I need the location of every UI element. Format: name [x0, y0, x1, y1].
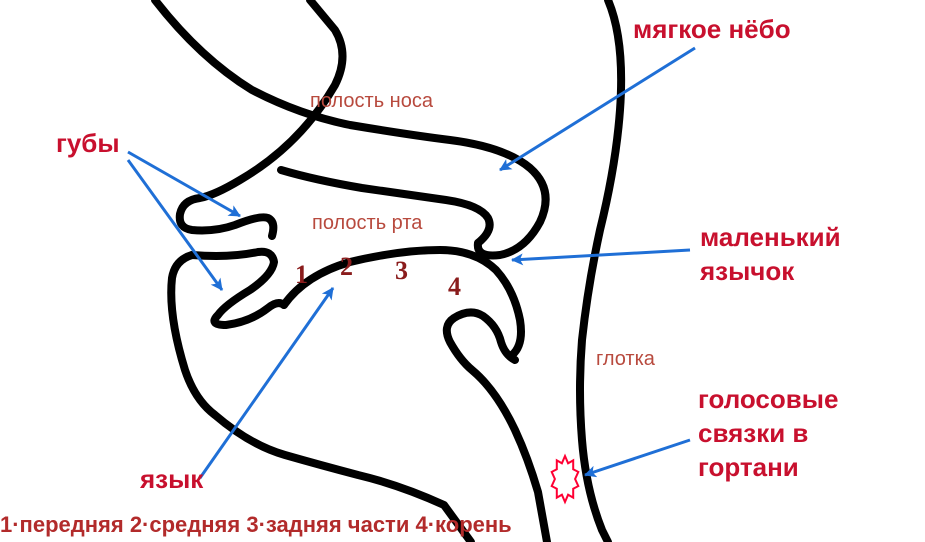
- tongue-marker-2: 2: [340, 252, 353, 282]
- legend-part-2: 2·средняя: [130, 512, 247, 537]
- glottis-icon: [552, 456, 579, 502]
- arrow-vocal-cords: [585, 440, 690, 475]
- label-uvula-line2: язычок: [700, 256, 794, 287]
- tongue-marker-3: 3: [395, 256, 408, 286]
- legend: 1·передняя 2·средняя 3·задняя части 4·ко…: [0, 512, 512, 538]
- legend-part-1: 1·передняя: [0, 512, 130, 537]
- arrow-soft-palate: [500, 48, 695, 170]
- label-soft-palate: мягкое нёбо: [633, 14, 791, 45]
- tongue-marker-4: 4: [448, 272, 461, 302]
- tongue-marker-1: 1: [295, 260, 308, 290]
- label-tongue: язык: [140, 464, 203, 495]
- label-vocal-line2: связки в: [698, 418, 808, 449]
- label-oral-cavity: полость рта: [312, 212, 422, 235]
- vocal-tract-outline: [155, 0, 621, 542]
- label-nasal-cavity: полость носа: [310, 90, 433, 113]
- legend-part-3: 3·задняя части: [246, 512, 415, 537]
- label-pharynx: глотка: [596, 348, 655, 371]
- label-vocal-line1: голосовые: [698, 384, 838, 415]
- arrow-uvula: [512, 250, 690, 260]
- legend-part-4: 4·корень: [415, 512, 511, 537]
- label-uvula-line1: маленький: [700, 222, 841, 253]
- label-lips: губы: [56, 128, 120, 159]
- label-vocal-line3: гортани: [698, 452, 799, 483]
